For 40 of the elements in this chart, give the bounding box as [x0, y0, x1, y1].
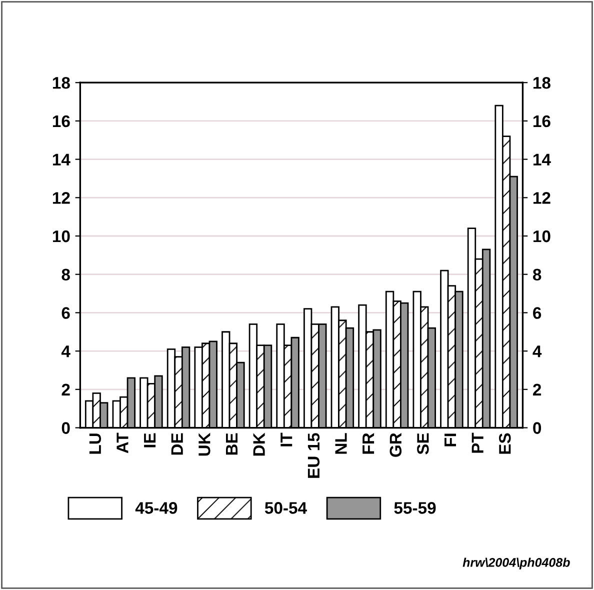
- y-tick-label: 10: [52, 230, 70, 242]
- x-tick-label: PT: [472, 432, 484, 453]
- y2-tick-label: 16: [533, 115, 550, 128]
- y2-tick-label: 6: [533, 307, 542, 319]
- x-tick-label: SE: [417, 433, 429, 454]
- legend-label: 55-59: [394, 502, 436, 514]
- y-tick-label: 12: [52, 192, 70, 204]
- x-tick-label: DE: [171, 433, 183, 455]
- y2-tick-label: 2: [533, 384, 542, 396]
- y-tick-label: 2: [62, 384, 70, 396]
- x-tick-label: DK: [253, 432, 265, 456]
- x-tick-label: LU: [89, 434, 102, 454]
- x-tick-label: NL: [335, 433, 347, 454]
- x-tick-label: IT: [280, 432, 292, 446]
- y2-tick-label: 14: [533, 154, 551, 166]
- y-tick-label: 18: [52, 77, 70, 89]
- x-tick-label: EU 15: [308, 433, 320, 478]
- y-tick-label: 16: [52, 115, 70, 128]
- x-tick-label: IE: [144, 433, 156, 448]
- y-tick-label: 6: [62, 307, 70, 319]
- y2-tick-label: 18: [533, 77, 550, 89]
- x-tick-label: FI: [444, 434, 456, 446]
- y-tick-label: 4: [61, 346, 70, 358]
- legend-label: 45-49: [135, 502, 178, 514]
- x-tick-label: AT: [116, 432, 128, 454]
- y2-tick-label: 8: [532, 268, 542, 281]
- y-tick-label: 0: [62, 422, 70, 434]
- legend-label: 50-54: [264, 502, 307, 514]
- y2-tick-label: 0: [533, 422, 542, 434]
- x-tick-label: GR: [390, 432, 402, 457]
- y2-tick-label: 4: [532, 346, 542, 358]
- text: hrw\2004\ph0408b: [462, 558, 570, 570]
- y-tick-label: 8: [62, 268, 70, 281]
- y-tick-label: 14: [52, 154, 70, 166]
- x-tick-label: UK: [198, 432, 210, 456]
- x-tick-label: ES: [499, 433, 511, 454]
- x-tick-label: BE: [226, 433, 238, 455]
- x-tick-label: FR: [362, 432, 374, 454]
- y2-tick-label: 10: [533, 230, 550, 242]
- y2-tick-label: 12: [533, 192, 550, 204]
